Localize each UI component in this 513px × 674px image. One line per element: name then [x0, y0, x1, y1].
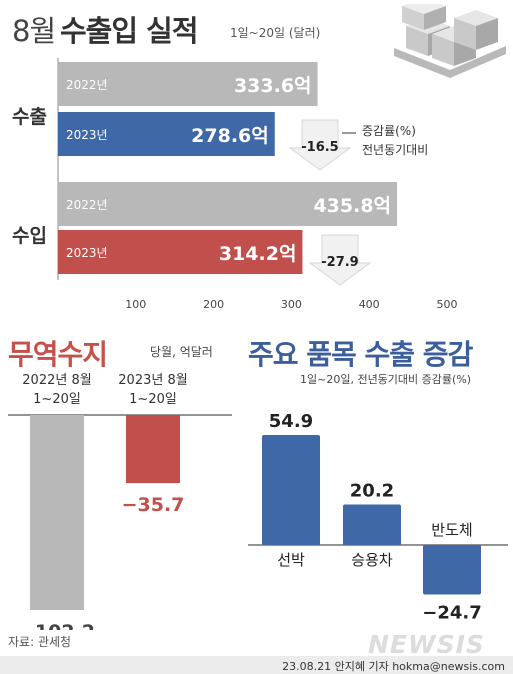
legend-yoy: 전년동기대비 — [362, 143, 429, 157]
bar — [30, 415, 84, 610]
page-title: 수출입 실적 — [60, 14, 198, 48]
items-chart: 54.9 선박 20.2 승용차 −24.7 반도체 — [248, 411, 508, 623]
bar — [58, 112, 275, 156]
bar — [126, 415, 180, 484]
bar-value-label: −24.7 — [422, 602, 482, 623]
bar-value-label: 54.9 — [269, 411, 313, 432]
change-rate-label: -16.5 — [301, 140, 338, 155]
tick-label: 400 — [359, 298, 380, 311]
bar-value-label: 435.8억 — [313, 195, 391, 217]
bar-value-label: 314.2억 — [219, 243, 297, 265]
source-note: 자료: 관세청 — [8, 635, 72, 649]
export-label: 수출 — [12, 106, 47, 128]
bar-year-label: 2022년 — [66, 198, 108, 212]
items-title: 주요 품목 수출 증감 — [248, 338, 473, 371]
bar-value-label: −35.7 — [122, 494, 185, 516]
trade-balance-unit: 당월, 억달러 — [150, 345, 213, 359]
bar — [58, 62, 318, 106]
tick-label: 200 — [203, 298, 224, 311]
category-label: 선박 — [277, 551, 305, 569]
bar — [58, 182, 398, 226]
bar — [423, 545, 481, 595]
category-label: 1~20일 — [129, 392, 177, 407]
category-label: 반도체 — [431, 521, 472, 539]
tick-label: 500 — [437, 298, 458, 311]
bar-value-label: 278.6억 — [191, 125, 269, 147]
bar — [262, 435, 320, 545]
cargo-boxes-icon — [394, 4, 506, 78]
change-arrow-icon — [308, 234, 372, 286]
trade-balance-chart: −102.2 2022년 8월 1~20일 −35.7 2023년 8월 1~20일 — [8, 373, 232, 630]
change-rate-label: -27.9 — [321, 255, 358, 270]
legend-change-rate: 증감률(%) — [362, 124, 416, 138]
bar-value-label: 20.2 — [350, 481, 394, 502]
trade-balance-title: 무역수지 — [8, 338, 108, 371]
footer-bar — [0, 656, 513, 674]
title-number: 8월 — [12, 14, 56, 48]
category-label: 승용차 — [351, 551, 393, 569]
bar-year-label: 2023년 — [66, 246, 108, 260]
newsis-logo: NEWSIS — [368, 630, 485, 659]
bar-year-label: 2022년 — [66, 78, 108, 92]
export-import-chart: 2022년 333.6억 2023년 278.6억 2022년 435.8억 2023년 31… — [57, 58, 458, 311]
chart-subtitle: 1일~20일 (달러) — [230, 26, 321, 40]
tick-label: 100 — [125, 298, 146, 311]
bar — [343, 504, 401, 545]
bar-year-label: 2023년 — [66, 128, 108, 142]
tick-label: 300 — [281, 298, 302, 311]
import-label: 수입 — [12, 225, 47, 247]
category-label: 1~20일 — [33, 392, 81, 407]
bar-value-label: −102.2 — [19, 621, 95, 630]
bar-value-label: 333.6억 — [234, 75, 312, 97]
category-label: 2023년 8월 — [118, 373, 187, 388]
bar — [58, 230, 303, 274]
reporter-credit: 23.08.21 안지혜 기자 hokma@newsis.com — [282, 660, 505, 673]
change-arrow-icon — [288, 119, 352, 171]
category-label: 2022년 8월 — [22, 373, 91, 388]
items-subtitle: 1일~20일, 전년동기대비 증감률(%) — [300, 373, 472, 386]
